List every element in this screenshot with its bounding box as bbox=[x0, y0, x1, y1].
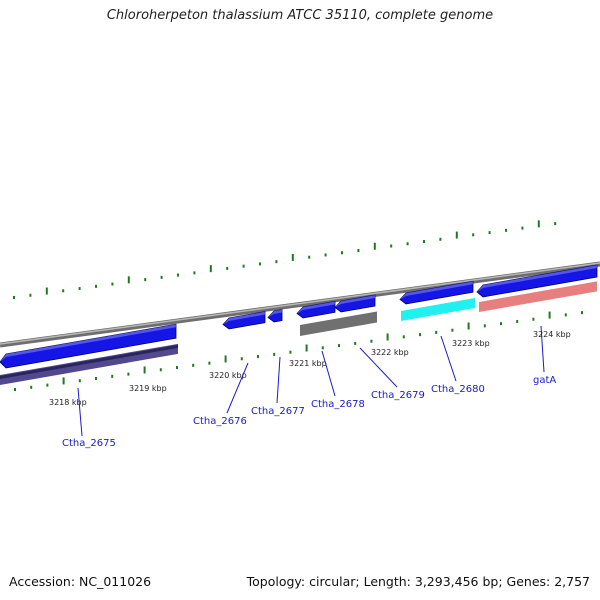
cyan-lane-segment bbox=[401, 298, 475, 321]
ruler-label: 3224 kbp bbox=[533, 330, 571, 339]
cds-ctha-2679 bbox=[334, 294, 376, 313]
topology-text: Topology: circular; Length: 3,293,456 bp… bbox=[246, 574, 590, 589]
backbone-line bbox=[0, 261, 600, 348]
gene-leader-line bbox=[77, 387, 83, 437]
gene-leader-line bbox=[359, 347, 398, 388]
ruler-labels: 3218 kbp 3219 kbp 3220 kbp 3221 kbp 3222 kbp… bbox=[49, 330, 571, 407]
pink-lane-segment bbox=[479, 281, 597, 312]
cds-ctha-2680 bbox=[399, 280, 474, 305]
gene-label[interactable]: Ctha_2680 bbox=[431, 384, 485, 395]
gene-label[interactable]: Ctha_2678 bbox=[311, 399, 365, 410]
gene-leader-line bbox=[276, 356, 281, 404]
gene-features bbox=[0, 264, 598, 369]
gray-lane-segment bbox=[300, 311, 377, 336]
ruler-label: 3219 kbp bbox=[129, 384, 167, 393]
gene-label[interactable]: Ctha_2679 bbox=[371, 390, 425, 401]
cds-ctha-2677 bbox=[267, 309, 283, 323]
cds-ctha-2678 bbox=[296, 300, 336, 319]
gene-label[interactable]: Ctha_2675 bbox=[62, 438, 116, 449]
feature-lanes bbox=[0, 281, 597, 385]
cds-ctha-2676 bbox=[222, 311, 266, 330]
ruler-label: 3220 kbp bbox=[209, 371, 247, 380]
ruler-label: 3221 kbp bbox=[289, 359, 327, 368]
gene-leader-line bbox=[321, 350, 336, 397]
gene-labels: Ctha_2675 Ctha_2676 Ctha_2677 Ctha_2678 Ctha… bbox=[62, 325, 556, 449]
gene-label[interactable]: Ctha_2676 bbox=[193, 416, 247, 427]
cds-ctha-2675 bbox=[0, 323, 177, 369]
accession-text: Accession: NC_011026 bbox=[9, 574, 152, 589]
gene-label[interactable]: Ctha_2677 bbox=[251, 406, 305, 417]
gene-leader-line bbox=[540, 325, 545, 373]
gene-label[interactable]: gatA bbox=[533, 375, 556, 386]
lower-tick-row bbox=[14, 311, 583, 391]
ruler-label: 3223 kbp bbox=[452, 339, 490, 348]
ruler-label: 3218 kbp bbox=[49, 398, 87, 407]
map-title: Chloroherpeton thalassium ATCC 35110, co… bbox=[106, 8, 494, 23]
ruler-label: 3222 kbp bbox=[371, 348, 409, 357]
cds-gata bbox=[476, 264, 598, 298]
genome-backbone bbox=[0, 261, 600, 348]
upper-tick-row bbox=[13, 220, 557, 299]
gene-leader-line bbox=[440, 335, 457, 382]
lane-shadow bbox=[0, 344, 178, 379]
gene-leader-line bbox=[226, 362, 249, 414]
